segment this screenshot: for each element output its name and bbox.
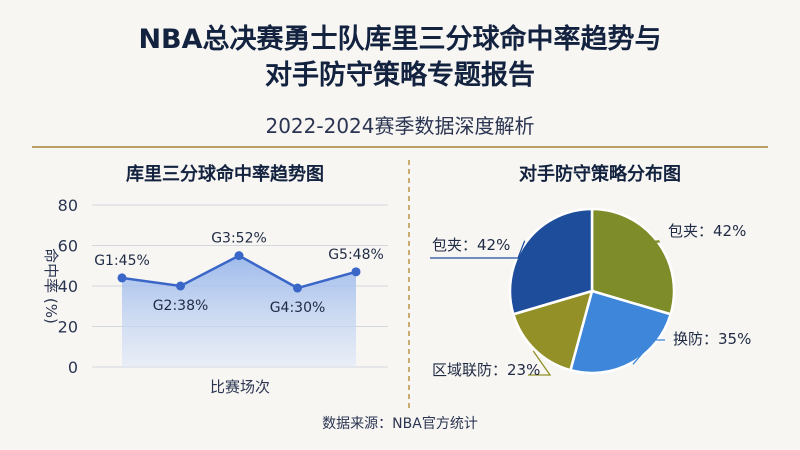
line-chart-title: 库里三分球命中率趋势图: [126, 164, 324, 185]
panel-divider: [408, 160, 410, 410]
pie-chart-title: 对手防守策略分布图: [519, 164, 681, 185]
data-label: G1:45%: [94, 253, 150, 269]
y-tick-label: 20: [58, 318, 78, 337]
pie-leader-line: [528, 350, 552, 376]
pie-slice-label: 换防：35%: [673, 330, 751, 348]
pie-leader-line: [430, 240, 526, 259]
title-line-1: NBA总决赛勇士队库里三分球命中率趋势与: [138, 24, 662, 55]
data-point: [351, 267, 361, 277]
pie-slice: [568, 289, 673, 375]
page-subtitle: 2022-2024赛季数据深度解析: [265, 114, 535, 138]
page-title: NBA总决赛勇士队库里三分球命中率趋势与 对手防守策略专题报告: [0, 22, 800, 94]
pie-chart: 包夹：42% 换防：35% 区域联防：23% 包夹：42%: [430, 207, 751, 379]
data-label: G4:30%: [270, 300, 326, 316]
series-area: [122, 255, 356, 367]
data-point: [176, 281, 185, 291]
pie-slice-label: 包夹：42%: [432, 236, 510, 254]
pie-slice-label: 包夹：42%: [668, 222, 746, 240]
pie-slice: [511, 289, 594, 372]
pie-slice: [508, 207, 594, 316]
data-point: [293, 283, 302, 293]
line-chart: 0 20 40 60 80 G1:45% G2:38% G3:52% G4:30% G5:48% 比…: [42, 196, 388, 396]
title-line-2: 对手防守策略专题报告: [265, 60, 535, 91]
y-tick-label: 40: [58, 277, 78, 296]
data-label: G3:52%: [211, 231, 267, 247]
pie-slice-label: 区域联防：23%: [432, 361, 540, 379]
title-rule: [32, 146, 768, 148]
x-axis-label: 比赛场次: [210, 378, 270, 396]
y-tick-label: 80: [58, 196, 78, 215]
data-point: [234, 251, 244, 261]
data-label: G5:48%: [328, 247, 384, 263]
data-point: [117, 273, 127, 283]
y-tick-label: 0: [68, 358, 78, 377]
y-axis-label: 命中率 (%): [42, 248, 60, 324]
data-source: 数据来源：NBA官方统计: [322, 416, 478, 432]
pie-leader-line: [647, 240, 660, 243]
pie-leader-line: [632, 339, 665, 365]
data-label: G2:38%: [153, 298, 209, 314]
y-tick-label: 60: [58, 237, 78, 256]
